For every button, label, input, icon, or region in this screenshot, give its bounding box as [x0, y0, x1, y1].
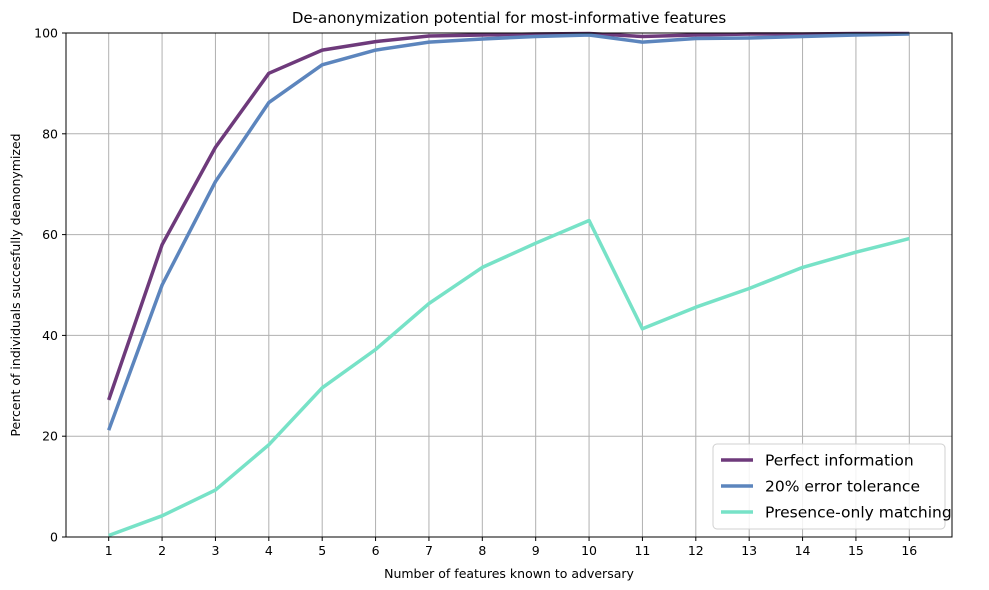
- x-tick-label: 4: [265, 543, 273, 558]
- x-tick-label: 15: [848, 543, 864, 558]
- series-line-0: [107, 31, 910, 401]
- x-tick-label: 10: [581, 543, 597, 558]
- x-tick-label: 1: [105, 543, 113, 558]
- series-lines: [107, 31, 910, 538]
- y-tick-label: 40: [42, 328, 58, 343]
- x-tick-label: 6: [372, 543, 380, 558]
- y-axis-ticks: 0 20 40 60 80 100: [34, 26, 66, 545]
- y-tick-label: 0: [50, 530, 58, 545]
- x-tick-label: 3: [211, 543, 219, 558]
- x-tick-label: 5: [318, 543, 326, 558]
- plot-frame: [65, 32, 953, 538]
- x-tick-label: 9: [532, 543, 540, 558]
- legend-box: [712, 443, 946, 530]
- y-axis-label: Percent of individuals succesfully deano…: [8, 133, 23, 436]
- y-tick-label: 80: [42, 126, 58, 141]
- chart-title: De-anonymization potential for most-info…: [292, 9, 726, 27]
- x-tick-label: 12: [688, 543, 704, 558]
- y-tick-label: 20: [42, 429, 58, 444]
- y-tick-label: 100: [34, 26, 58, 41]
- x-axis-label: Number of features known to adversary: [384, 566, 634, 581]
- x-tick-label: 7: [425, 543, 433, 558]
- legend-label-presence-only: Presence-only matching: [765, 504, 952, 522]
- y-tick-label: 60: [42, 227, 58, 242]
- x-tick-label: 8: [478, 543, 486, 558]
- legend-label-perfect-information: Perfect information: [765, 452, 914, 470]
- x-axis-ticks: 1 2 3 4 5 6 7 8 9 10 11 12 13 14 15 16: [105, 537, 917, 558]
- x-tick-label: 11: [634, 543, 650, 558]
- x-tick-label: 2: [158, 543, 166, 558]
- chart-legend: Perfect information 20% error tolerance …: [712, 443, 952, 530]
- legend-label-error-tolerance: 20% error tolerance: [765, 478, 920, 496]
- series-line-2: [108, 218, 910, 538]
- x-tick-label: 16: [901, 543, 917, 558]
- x-tick-label: 13: [741, 543, 757, 558]
- series-line-1: [107, 32, 910, 431]
- x-tick-label: 14: [795, 543, 811, 558]
